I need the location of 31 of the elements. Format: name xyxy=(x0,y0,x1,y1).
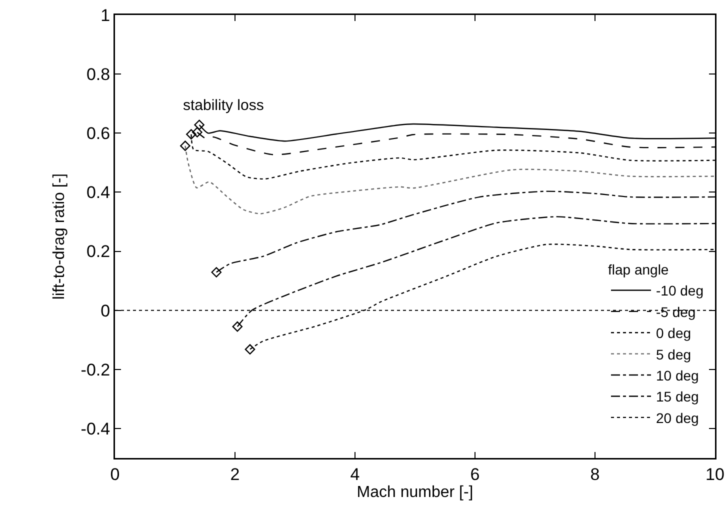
x-tick-label: 2 xyxy=(230,464,240,484)
x-tick-label: 6 xyxy=(470,464,480,484)
y-tick-label: -0.2 xyxy=(80,360,110,380)
point xyxy=(192,127,202,138)
point xyxy=(244,344,256,354)
y-tick-label: -0.4 xyxy=(80,419,110,438)
x-tick-label: 8 xyxy=(590,464,600,484)
legend-label: -10 deg xyxy=(656,282,704,299)
legend-label: 10 deg xyxy=(656,367,699,384)
y-tick-label: 0.8 xyxy=(86,65,110,84)
legend-label: 15 deg xyxy=(656,388,699,405)
legend-label: 0 deg xyxy=(656,325,692,342)
y-tick-label: 0.4 xyxy=(86,183,110,202)
x-tick-label: 10 xyxy=(706,464,724,484)
legend-label: -5 deg xyxy=(656,304,696,320)
point xyxy=(194,120,204,130)
point xyxy=(232,321,243,332)
legend-label: 20 deg xyxy=(656,410,699,426)
x-axis-title: Mach number [-] xyxy=(356,484,474,501)
point xyxy=(180,140,190,151)
point xyxy=(186,129,196,140)
y-tick-label: 0.6 xyxy=(86,124,110,144)
y-tick-label: 0.2 xyxy=(86,242,110,262)
point xyxy=(211,267,222,278)
annotation: stability loss xyxy=(183,97,264,114)
y-tick-label: 1 xyxy=(100,6,110,25)
legend-title: flap angle xyxy=(608,262,669,278)
y-axis-title: lift-to-drag ratio [-] xyxy=(50,173,68,300)
x-tick-label: 4 xyxy=(350,464,360,484)
y-tick-label: 0 xyxy=(100,301,110,320)
legend-label: 5 deg xyxy=(656,346,692,362)
